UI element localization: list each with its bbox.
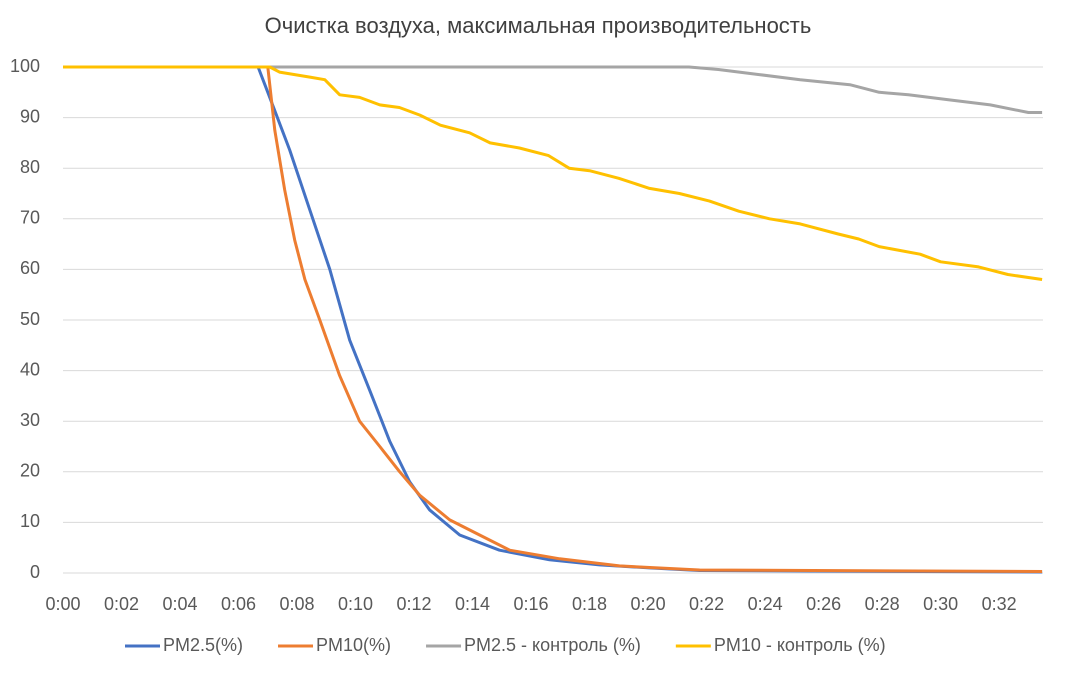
- x-tick-label: 0:28: [865, 594, 900, 614]
- line-series: [63, 65, 1043, 573]
- legend-label: PM10(%): [316, 635, 391, 655]
- x-tick-label: 0:16: [514, 594, 549, 614]
- y-tick-label: 0: [30, 562, 40, 582]
- line-series: [63, 65, 1043, 281]
- x-tick-label: 0:30: [923, 594, 958, 614]
- x-tick-label: 0:26: [806, 594, 841, 614]
- x-tick-label: 0:24: [748, 594, 783, 614]
- y-tick-label: 90: [20, 106, 40, 126]
- x-tick-label: 0:06: [221, 594, 256, 614]
- y-tick-label: 20: [20, 461, 40, 481]
- x-tick-label: 0:00: [45, 594, 80, 614]
- legend-label: PM10 - контроль (%): [714, 635, 886, 655]
- x-tick-label: 0:18: [572, 594, 607, 614]
- x-tick-label: 0:08: [280, 594, 315, 614]
- x-tick-label: 0:04: [162, 594, 197, 614]
- legend-label: PM2.5 - контроль (%): [464, 635, 641, 655]
- x-tick-label: 0:32: [982, 594, 1017, 614]
- y-tick-label: 80: [20, 157, 40, 177]
- y-tick-label: 10: [20, 511, 40, 531]
- x-tick-label: 0:12: [397, 594, 432, 614]
- line-series: [63, 65, 1043, 114]
- y-tick-label: 60: [20, 258, 40, 278]
- x-tick-label: 0:22: [689, 594, 724, 614]
- chart-title: Очистка воздуха, максимальная производит…: [265, 13, 812, 38]
- x-tick-label: 0:02: [104, 594, 139, 614]
- x-tick-label: 0:20: [631, 594, 666, 614]
- y-tick-label: 70: [20, 208, 40, 228]
- y-tick-label: 100: [10, 56, 40, 76]
- y-tick-label: 30: [20, 410, 40, 430]
- legend-label: PM2.5(%): [163, 635, 243, 655]
- y-tick-label: 50: [20, 309, 40, 329]
- x-tick-label: 0:14: [455, 594, 490, 614]
- y-tick-label: 40: [20, 359, 40, 379]
- x-tick-label: 0:10: [338, 594, 373, 614]
